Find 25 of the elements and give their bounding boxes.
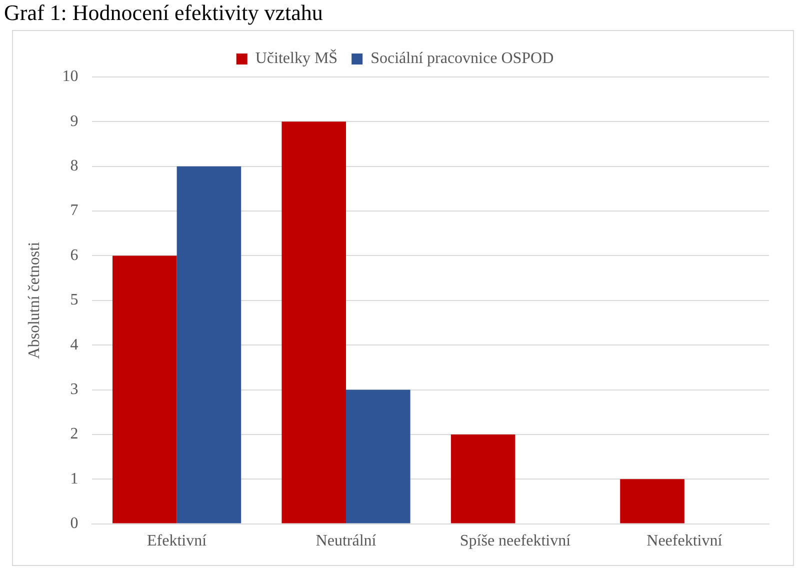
x-tick-label: Spíše neefektivní: [460, 532, 572, 550]
y-tick-label: 9: [70, 112, 78, 130]
y-tick-label: 1: [70, 470, 78, 488]
x-tick-label: Efektivní: [147, 532, 208, 550]
bar: [346, 390, 410, 524]
y-tick-label: 0: [70, 515, 78, 532]
y-tick-label: 7: [70, 202, 78, 220]
bar: [620, 479, 684, 524]
x-tick-label: Neefektivní: [646, 532, 723, 550]
y-tick-label: 6: [70, 246, 78, 264]
legend-label: Učitelky MŠ: [255, 49, 338, 68]
bar: [112, 256, 177, 524]
y-tick-label: 4: [70, 336, 78, 354]
y-tick-label: 8: [70, 158, 78, 175]
bar: [176, 166, 242, 524]
bar: [282, 122, 346, 524]
y-tick-label: 5: [70, 292, 78, 309]
chart-title: Graf 1: Hodnocení efektivity vztahu: [4, 0, 323, 26]
bar: [450, 434, 516, 524]
legend-label: Sociální pracovnice OSPOD: [370, 50, 554, 68]
y-axis-title: Absolutní četnosti: [26, 241, 43, 359]
y-tick-label: 2: [70, 426, 78, 443]
y-tick-label: 10: [62, 68, 78, 86]
x-tick-label: Neutrální: [316, 532, 377, 550]
y-tick-label: 3: [70, 380, 78, 398]
